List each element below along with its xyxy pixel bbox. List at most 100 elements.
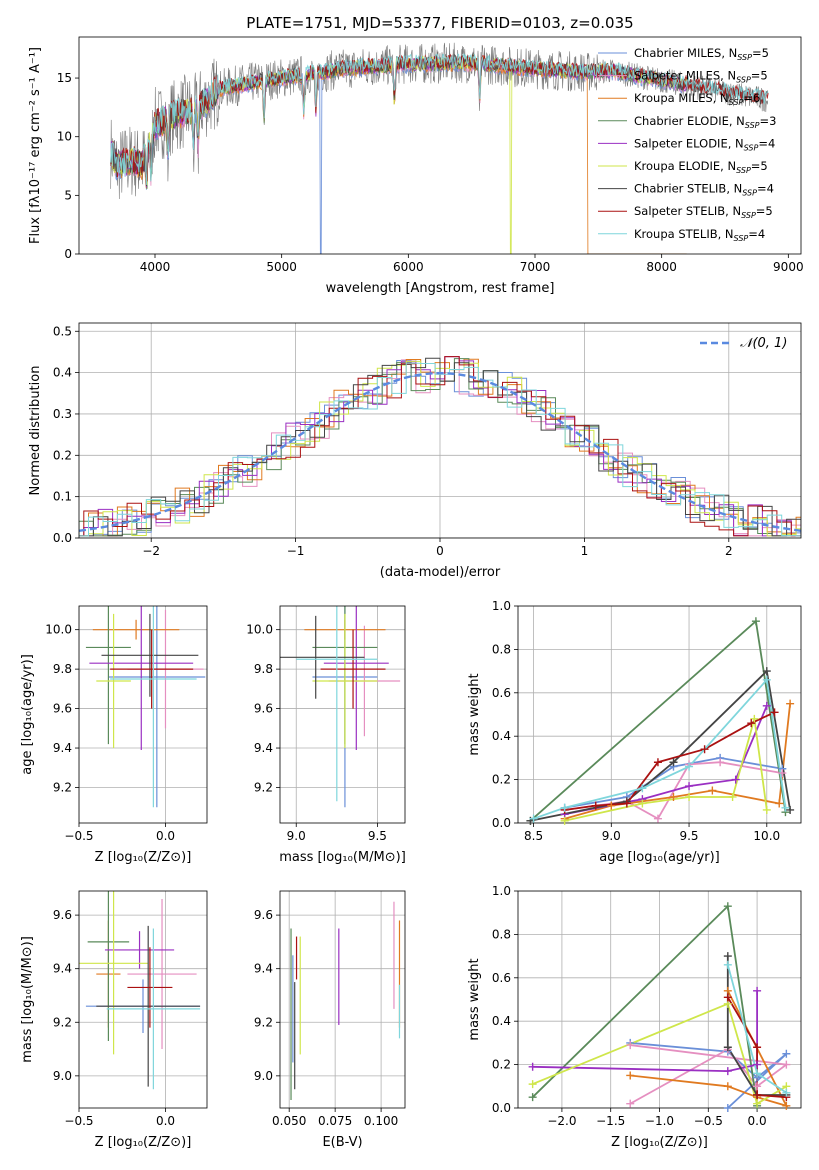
legend-suffix: =5 bbox=[751, 159, 768, 173]
weight-marker-kroupa_stelib bbox=[762, 675, 771, 684]
y-tick-label: 0.8 bbox=[492, 642, 511, 656]
weight-marker-salpeter_stelib bbox=[700, 745, 709, 754]
weight-marker-kroupa_stelib bbox=[560, 803, 569, 812]
y-tick-label: 9.4 bbox=[254, 962, 273, 976]
y-tick-label: 0.6 bbox=[492, 971, 511, 985]
histogram-salpeter_stelib bbox=[79, 356, 801, 537]
y-tick-label: 0.4 bbox=[492, 1014, 511, 1028]
weight-marker-kroupa_miles bbox=[782, 1101, 791, 1110]
y-tick-label: 0.0 bbox=[53, 531, 72, 545]
legend-label: Kroupa MILES, NSSP=6 bbox=[634, 91, 760, 107]
weight-marker-salpeter_elodie bbox=[731, 775, 740, 784]
normal-reference-curve bbox=[79, 371, 801, 532]
weight-marker-kroupa_stelib bbox=[529, 814, 538, 823]
x-axis-label: Z [log₁₀(Z/Z⊙)] bbox=[95, 850, 192, 865]
histogram-kroupa_miles bbox=[79, 358, 801, 537]
y-tick-label: 9.6 bbox=[53, 702, 72, 716]
legend-subscript: SSP bbox=[744, 143, 759, 152]
y-axis-label: Normed distribution bbox=[28, 366, 43, 496]
x-tick-label: −2.0 bbox=[547, 1114, 576, 1128]
model-spectrum-kroupa_stelib bbox=[110, 53, 769, 185]
weight-marker-kroupa_elodie bbox=[762, 805, 771, 814]
legend-text: Kroupa MILES, N bbox=[634, 91, 729, 105]
axes-mass_vs_Z: −0.5 0.0 9.0 9.2 9.4 9.6 Z [log₁₀(Z/Z⊙)] mass [… bbox=[20, 890, 208, 1150]
axes-frame bbox=[517, 890, 802, 1109]
legend-subscript: SSP bbox=[745, 121, 760, 130]
y-tick-label: 9.4 bbox=[53, 741, 72, 755]
weight-marker-salpeter_miles bbox=[653, 814, 662, 823]
weight-line-chabrier_elodie bbox=[529, 619, 787, 822]
legend-label: Chabrier MILES, NSSP=5 bbox=[634, 46, 769, 62]
weight-marker-chabrier_stelib bbox=[762, 667, 771, 676]
weight-marker-chabrier_miles bbox=[723, 1104, 732, 1112]
plot-area bbox=[79, 606, 207, 823]
axes-weight_vs_age: 8.5 9.0 9.5 10.0 0.0 0.2 0.4 0.6 0.8 1.0 age [log₁… bbox=[467, 599, 802, 865]
legend-suffix: =4 bbox=[757, 182, 774, 196]
y-tick-label: 0.4 bbox=[53, 366, 72, 380]
x-tick-label: −2 bbox=[142, 544, 160, 558]
x-axis-label: mass [log₁₀(M/M⊙)] bbox=[279, 850, 406, 865]
x-tick-label: −1 bbox=[287, 544, 305, 558]
weight-marker-kroupa_elodie bbox=[728, 792, 737, 801]
y-tick-label: 9.2 bbox=[53, 780, 72, 794]
axes-age_vs_Z: −0.5 0.0 9.2 9.4 9.6 9.8 10.0 Z [log₁₀(Z/Z⊙)] ag… bbox=[20, 605, 208, 865]
y-tick-label: 0.2 bbox=[492, 1058, 511, 1072]
y-tick-label: 0.5 bbox=[53, 324, 72, 338]
axes-mass_vs_ebv: 0.050 0.075 0.100 9.0 9.2 9.4 9.6 E(B-V) bbox=[254, 890, 406, 1150]
y-tick-label: 9.0 bbox=[53, 1069, 72, 1083]
y-tick-label: 15 bbox=[57, 71, 72, 85]
x-tick-label: 8.5 bbox=[524, 829, 543, 843]
y-axis-label: mass [log₁₀(M/M⊙)] bbox=[20, 936, 35, 1063]
x-tick-label: 0.100 bbox=[364, 1114, 398, 1128]
weight-marker-kroupa_miles bbox=[786, 699, 795, 708]
x-axis-label: wavelength [Angstrom, rest frame] bbox=[326, 281, 555, 296]
y-tick-label: 9.0 bbox=[254, 1069, 273, 1083]
x-tick-label: −0.5 bbox=[64, 829, 93, 843]
axes-frame bbox=[78, 890, 208, 1109]
weight-marker-kroupa_miles bbox=[626, 1071, 635, 1080]
weight-marker-salpeter_miles bbox=[716, 758, 725, 767]
y-tick-label: 1.0 bbox=[492, 884, 511, 898]
weight-marker-kroupa_stelib bbox=[782, 1088, 791, 1097]
x-tick-label: 4000 bbox=[140, 260, 171, 274]
legend-text: Kroupa ELODIE, N bbox=[634, 159, 736, 173]
y-tick-label: 0.1 bbox=[53, 490, 72, 504]
x-tick-label: 8000 bbox=[646, 260, 677, 274]
legend-subscript: SSP bbox=[741, 211, 756, 220]
weight-marker-kroupa_stelib bbox=[723, 960, 732, 969]
weight-marker-salpeter_stelib bbox=[770, 708, 779, 717]
plot-area bbox=[79, 323, 801, 538]
x-axis-label: Z [log₁₀(Z/Z⊙)] bbox=[95, 1135, 192, 1150]
legend-suffix: =6 bbox=[743, 91, 760, 105]
weight-marker-salpeter_elodie bbox=[753, 986, 762, 995]
x-tick-label: 0.0 bbox=[156, 829, 175, 843]
y-tick-label: 0.3 bbox=[53, 407, 72, 421]
legend-subscript: SSP bbox=[736, 166, 751, 175]
y-tick-label: 9.6 bbox=[254, 908, 273, 922]
legend-subscript: SSP bbox=[734, 234, 749, 243]
axes-age_vs_mass: 9.0 9.5 9.2 9.4 9.6 9.8 10.0 mass [log₁₀(M/M⊙)] bbox=[246, 605, 406, 865]
legend-label: Chabrier STELIB, NSSP=4 bbox=[634, 182, 774, 198]
x-axis-label: (data-model)/error bbox=[380, 565, 501, 580]
weight-marker-salpeter_stelib bbox=[747, 719, 756, 728]
y-tick-label: 0.2 bbox=[492, 773, 511, 787]
y-tick-label: 9.2 bbox=[254, 1015, 273, 1029]
axes-frame bbox=[279, 605, 406, 824]
legend-label: Salpeter MILES, NSSP=5 bbox=[634, 69, 768, 85]
weight-marker-chabrier_stelib bbox=[723, 952, 732, 961]
weight-marker-salpeter_elodie bbox=[685, 782, 694, 791]
x-tick-label: −0.5 bbox=[64, 1114, 93, 1128]
weight-marker-kroupa_elodie bbox=[560, 816, 569, 825]
plot-area bbox=[280, 606, 405, 823]
weight-marker-kroupa_miles bbox=[669, 792, 678, 801]
weight-marker-chabrier_stelib bbox=[786, 805, 795, 814]
weight-marker-chabrier_elodie bbox=[528, 1093, 537, 1102]
x-tick-label: −1.5 bbox=[596, 1114, 625, 1128]
y-axis-label: age [log₁₀(age/yr)] bbox=[20, 654, 35, 775]
legend-text: Salpeter ELODIE, N bbox=[634, 136, 744, 150]
y-tick-label: 9.8 bbox=[254, 662, 273, 676]
histogram-chabrier_elodie bbox=[79, 358, 801, 537]
legend-text: Chabrier STELIB, N bbox=[634, 182, 742, 196]
weight-marker-salpeter_miles bbox=[753, 1082, 762, 1091]
